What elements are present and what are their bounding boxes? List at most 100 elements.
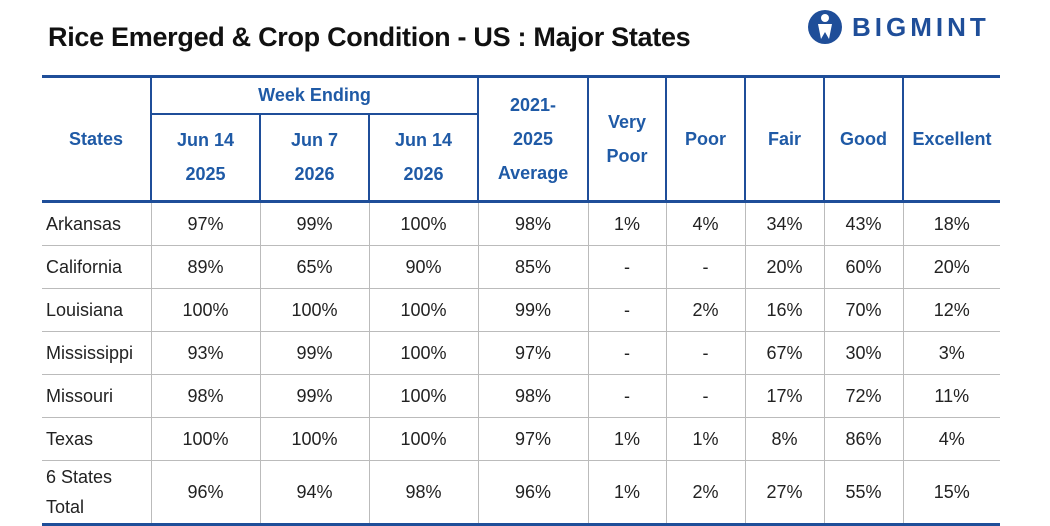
cell: 97% [477,331,589,375]
cell: 2% [665,288,746,332]
cell: 3% [902,331,1001,375]
column-header: Jun 7 2026 [259,113,370,203]
cell: - [587,331,667,375]
cell: 2% [665,460,746,526]
cell: 30% [823,331,904,375]
cell: 100% [259,288,370,332]
cell: 4% [665,201,746,246]
column-header: Good [823,75,905,203]
header-line: Fair [768,129,802,149]
header-line: Jun 14 [176,130,235,151]
state-name: Texas [42,417,152,461]
state-name: Louisiana [42,288,152,332]
header-line: States [68,129,124,149]
cell: 98% [477,201,589,246]
cell: 27% [744,460,825,526]
cell: 12% [902,288,1001,332]
header-line: Poor [606,146,648,166]
cell: - [587,288,667,332]
cell: 11% [902,374,1001,418]
cell: 100% [368,331,479,375]
cell: 100% [368,374,479,418]
cell: 99% [477,288,589,332]
cell: 100% [368,201,479,246]
table-row: California 89% 65% 90% 85% - -20% 60% 20% [42,245,1001,289]
column-header: 2021- 2025 Average [477,75,590,203]
data-table: States Week Ending 2021- 2025 Average Very Poo… [42,75,1001,526]
logo: BIGMINT [806,8,990,46]
cell: 99% [259,201,370,246]
table-row: Louisiana 100% 100% 100% 99% -2% 16% 70% 12% [42,288,1001,332]
table-row: Arkansas 97% 99% 100% 98% 1% 4% 34% 43% 18% [42,201,1001,246]
cell: 55% [823,460,904,526]
column-header: Jun 14 2026 [367,113,480,203]
header-line: 2025 [185,164,226,185]
header-line: 2021- [509,95,557,115]
table-row: Texas 100% 100% 100% 97% 1% 1% 8% 86% 4% [42,417,1001,461]
state-name: California [42,245,152,289]
cell: 98% [150,374,261,418]
cell: - [665,374,746,418]
header-line: Jun 14 [394,130,453,151]
cell: 20% [902,245,1001,289]
column-header: Poor [665,75,747,203]
column-header: States [42,75,152,203]
state-name: Missouri [42,374,152,418]
cell: 96% [477,460,589,526]
cell: 97% [150,201,261,246]
cell: 60% [823,245,904,289]
cell: 90% [368,245,479,289]
cell: 100% [150,417,261,461]
state-name: Mississippi [42,331,152,375]
cell: 1% [665,417,746,461]
header-line: 2025 [512,129,554,149]
logo-icon [808,10,842,44]
cell: 4% [902,417,1001,461]
cell: 94% [259,460,370,526]
cell: 43% [823,201,904,246]
cell: 1% [587,201,667,246]
cell: 17% [744,374,825,418]
cell: 85% [477,245,589,289]
group-header: Week Ending [149,75,480,115]
column-header: Very Poor [587,75,668,203]
header-line: Average [497,163,569,183]
cell: - [665,245,746,289]
logo-text: BIGMINT [852,11,990,42]
cell: 18% [902,201,1001,246]
state-name: Arkansas [42,201,152,246]
header-line: Poor [685,129,727,149]
table-row: 6 States Total 96% 94% 98% 96% 1% 2% 27% 55% 15% [42,460,1001,526]
cell: 70% [823,288,904,332]
header-line: Very [607,112,647,132]
title: Rice Emerged & Crop Condition - US : Maj… [48,22,691,52]
cell: 86% [823,417,904,461]
cell: 8% [744,417,825,461]
header-line: 2026 [403,164,444,185]
header-line: Jun 7 [290,130,338,151]
column-header: Fair [744,75,826,203]
cell: - [587,245,667,289]
header-line: 2026 [294,164,335,185]
cell: 89% [150,245,261,289]
table-row: Mississippi 93% 99% 100% 97% - -67% 30% 3% [42,331,1001,375]
cell: 98% [477,374,589,418]
cell: 20% [744,245,825,289]
cell: 100% [259,417,370,461]
cell: 97% [477,417,589,461]
cell: 99% [259,374,370,418]
cell: 99% [259,331,370,375]
cell: 16% [744,288,825,332]
cell: - [665,331,746,375]
cell: 72% [823,374,904,418]
cell: 15% [902,460,1001,526]
cell: 34% [744,201,825,246]
cell: 65% [259,245,370,289]
cell: - [587,374,667,418]
cell: 96% [150,460,261,526]
cell: 67% [744,331,825,375]
header-line: Excellent [912,129,992,149]
table-row: Missouri 98% 99% 100% 98% - -17% 72% 11% [42,374,1001,418]
cell: 98% [368,460,479,526]
